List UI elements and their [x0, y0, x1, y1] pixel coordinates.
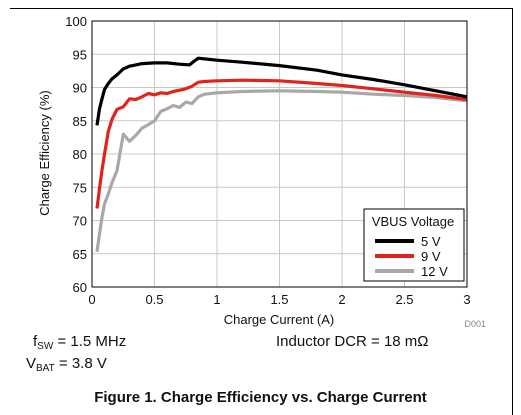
y-tick-label: 100 [65, 14, 87, 29]
series-line-12v [95, 89, 468, 253]
x-tick-label: 2.5 [395, 292, 413, 307]
legend-label: 5 V [421, 234, 441, 249]
frame-right-rule [512, 8, 513, 415]
fsw-subscript: SW [37, 341, 54, 352]
switching-frequency-note: fSW = 1.5 MHz [33, 333, 126, 352]
fsw-value: = 1.5 MHz [53, 333, 127, 350]
legend: VBUS Voltage 5 V9 V12 V [363, 208, 465, 282]
series-line-9v [95, 78, 468, 209]
y-tick-label: 95 [73, 47, 87, 62]
x-tick-label: 0.5 [145, 292, 163, 307]
y-tick-label: 65 [73, 247, 87, 262]
x-axis-label: Charge Current (A) [224, 312, 335, 327]
battery-voltage-note: VBAT = 3.8 V [26, 355, 107, 374]
inductor-dcr-note: Inductor DCR = 18 mΩ [276, 333, 429, 350]
x-tick-label: 0 [88, 292, 95, 307]
y-tick-label: 60 [73, 280, 87, 295]
frame-top-rule [10, 8, 513, 9]
legend-label: 9 V [421, 249, 441, 264]
legend-items: 5 V9 V12 V [375, 234, 448, 279]
vbat-subscript: BAT [36, 363, 55, 374]
axes [91, 20, 468, 288]
series-line-5v [95, 56, 468, 126]
y-tick-label: 80 [73, 147, 87, 162]
series-lines [95, 56, 468, 253]
y-tick-label: 85 [73, 114, 87, 129]
plot-area-frame [91, 20, 468, 288]
figure-caption: Figure 1. Charge Efficiency vs. Charge C… [94, 389, 427, 406]
y-tick-label: 70 [73, 214, 87, 229]
vbat-symbol: V [26, 355, 37, 372]
fsw-symbol: f [33, 333, 38, 350]
x-tick-label: 2 [338, 292, 345, 307]
y-axis-label: Charge Efficiency (%) [37, 90, 52, 215]
figure-id-label: D001 [464, 319, 486, 329]
tick-labels: 0 0.5 1 1.5 2 2.5 3 60 65 70 75 80 85 90 95 100 [65, 14, 470, 307]
legend-title: VBUS Voltage [372, 214, 454, 229]
x-tick-label: 3 [463, 292, 470, 307]
vbat-value: = 3.8 V [54, 355, 107, 372]
y-tick-label: 90 [73, 81, 87, 96]
y-tick-label: 75 [73, 180, 87, 195]
x-tick-label: 1.5 [270, 292, 288, 307]
x-tick-label: 1 [213, 292, 220, 307]
legend-label: 12 V [421, 264, 448, 279]
